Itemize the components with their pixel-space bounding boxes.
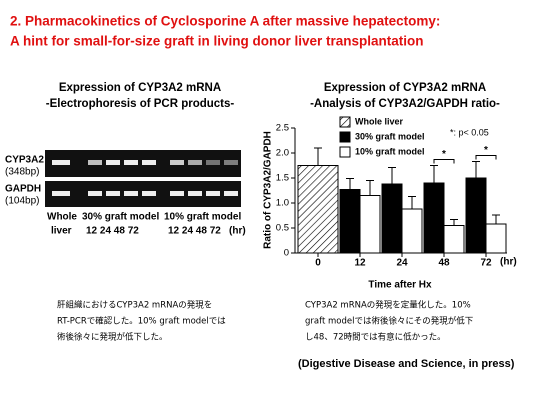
lane-labels: 12 24 48 72 bbox=[168, 226, 221, 237]
caption: graft modelでは術後徐々にその発現が低下 bbox=[305, 316, 474, 327]
title-line: 2. Pharmacokinetics of Cyclosporine A af… bbox=[10, 14, 440, 29]
legend-swatch bbox=[339, 131, 351, 143]
y-tick-label: 0 bbox=[284, 248, 289, 259]
caption: 術後徐々に発現が低下した。 bbox=[57, 332, 168, 343]
significance-bracket bbox=[433, 159, 455, 164]
x-unit: (hr) bbox=[500, 257, 517, 268]
bar bbox=[359, 195, 381, 254]
gel-group: 30% graft model bbox=[82, 212, 159, 223]
x-tick-label: 12 bbox=[354, 258, 366, 269]
gel-row-name: CYP3A2 bbox=[5, 155, 44, 166]
bar bbox=[339, 189, 361, 254]
bar bbox=[381, 183, 403, 254]
bar bbox=[485, 223, 507, 254]
significance-mark: * bbox=[442, 149, 446, 160]
chart-subtitle: -Analysis of CYP3A2/GAPDH ratio- bbox=[310, 98, 500, 110]
legend-label: Whole liver bbox=[355, 116, 404, 126]
chart-title: Expression of CYP3A2 mRNA bbox=[324, 82, 486, 94]
caption: し48、72時間では有意に低かった。 bbox=[305, 332, 446, 343]
gel-heading: Expression of CYP3A2 mRNA bbox=[59, 82, 221, 94]
bar bbox=[297, 165, 339, 254]
gel-row-name: GAPDH bbox=[5, 184, 41, 195]
gel-subheading: -Electrophoresis of PCR products- bbox=[46, 98, 235, 110]
x-tick-label: 24 bbox=[396, 258, 408, 269]
legend-swatch bbox=[339, 146, 351, 158]
y-tick-label: 0.5 bbox=[276, 223, 289, 234]
legend-label: 30% graft model bbox=[355, 131, 425, 141]
citation: (Digestive Disease and Science, in press… bbox=[298, 358, 515, 370]
caption: CYP3A2 mRNAの発現を定量化した。10% bbox=[305, 300, 471, 311]
bar bbox=[443, 225, 465, 254]
gel-group: liver bbox=[51, 226, 72, 237]
gel-group: 10% graft model bbox=[164, 212, 241, 223]
y-tick-label: 2.0 bbox=[276, 148, 289, 159]
gel-row-size: (104bp) bbox=[5, 196, 39, 207]
legend-label: 10% graft model bbox=[355, 146, 425, 156]
y-tick-label: 2.5 bbox=[276, 123, 289, 134]
x-axis-label: Time after Hx bbox=[368, 280, 432, 291]
gel-group: Whole bbox=[47, 212, 77, 223]
y-tick-label: 1.0 bbox=[276, 198, 289, 209]
x-tick-label: 0 bbox=[315, 258, 321, 269]
x-tick-label: 72 bbox=[480, 258, 492, 269]
caption: RT-PCRで確認した。10% graft modelでは bbox=[57, 316, 226, 327]
gel-unit: (hr) bbox=[229, 226, 246, 237]
significance-note: *: p< 0.05 bbox=[450, 127, 489, 137]
gel-image bbox=[45, 150, 241, 207]
y-axis-label: Ratio of CYP3A2/GAPDH bbox=[263, 131, 274, 249]
significance-mark: * bbox=[484, 145, 488, 156]
significance-bracket bbox=[475, 155, 497, 160]
lane-labels: 12 24 48 72 bbox=[86, 226, 139, 237]
caption: 肝組織におけるCYP3A2 mRNAの発現を bbox=[57, 300, 212, 311]
bar bbox=[423, 182, 445, 254]
legend-swatch bbox=[339, 116, 351, 128]
gel-row-size: (348bp) bbox=[5, 167, 39, 178]
bar bbox=[465, 177, 487, 254]
x-tick-label: 48 bbox=[438, 258, 450, 269]
y-tick-label: 1.5 bbox=[276, 173, 289, 184]
title-line: A hint for small-for-size graft in livin… bbox=[10, 34, 424, 49]
bar bbox=[401, 208, 423, 254]
